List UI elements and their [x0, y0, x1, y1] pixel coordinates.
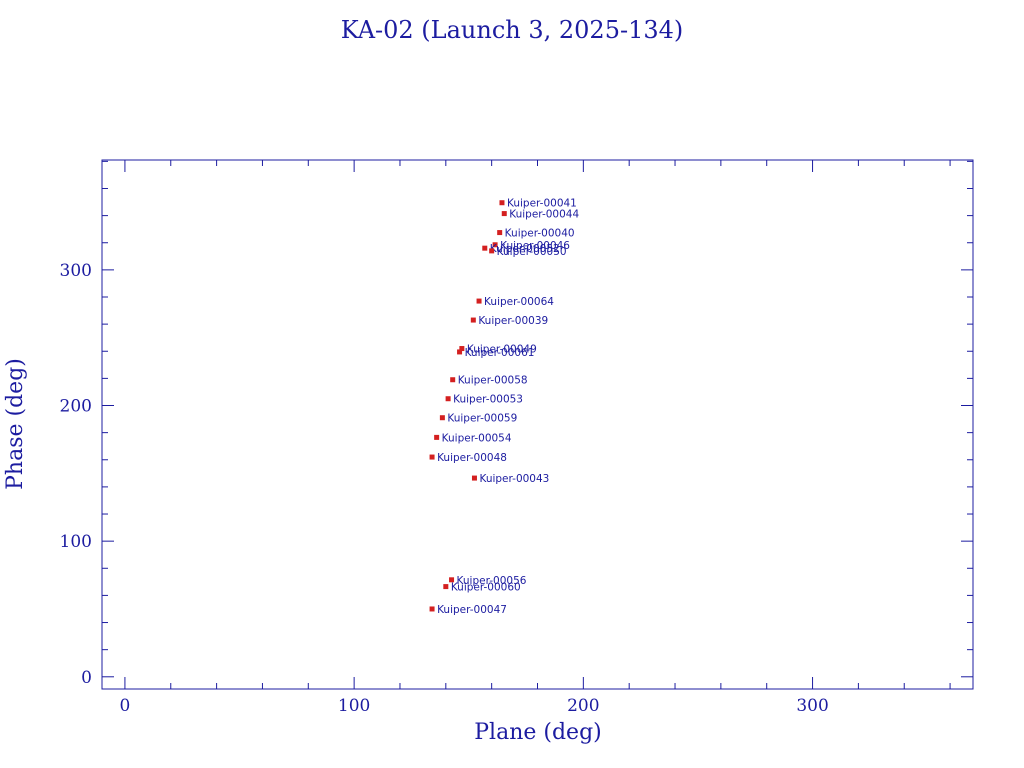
- x-tick-label: 100: [338, 696, 370, 716]
- point-marker: [449, 577, 455, 583]
- data-point: Kuiper-00061: [457, 347, 534, 359]
- point-label: Kuiper-00046: [500, 240, 570, 252]
- point-marker: [445, 396, 451, 402]
- data-point: Kuiper-00041: [499, 198, 577, 210]
- point-label: Kuiper-00059: [447, 413, 517, 425]
- point-label: Kuiper-00061: [465, 347, 535, 359]
- point-label: Kuiper-00048: [437, 452, 507, 464]
- data-point: Kuiper-00058: [450, 375, 528, 387]
- point-marker: [492, 242, 498, 248]
- data-point: Kuiper-00059: [439, 413, 517, 425]
- data-point: Kuiper-00049: [459, 344, 537, 356]
- data-point: Kuiper-00064: [476, 296, 554, 308]
- data-point: Kuiper-00056: [449, 575, 527, 587]
- y-tick-label: 100: [60, 532, 92, 552]
- point-marker: [457, 349, 463, 355]
- point-marker: [434, 434, 440, 440]
- data-point: Kuiper-00043: [471, 473, 549, 485]
- point-marker: [439, 415, 445, 421]
- data-point: Kuiper-00054: [434, 432, 512, 444]
- point-marker: [429, 454, 435, 460]
- point-marker: [450, 377, 456, 383]
- point-marker: [497, 230, 503, 236]
- point-label: Kuiper-00049: [467, 344, 537, 356]
- point-marker: [471, 475, 477, 481]
- data-point: Kuiper-00050: [489, 246, 567, 258]
- point-marker: [429, 606, 435, 612]
- point-label: Kuiper-00053: [453, 394, 523, 406]
- point-label: Kuiper-00041: [507, 198, 577, 210]
- data-point: Kuiper-00044: [501, 209, 579, 221]
- data-point: Kuiper-00047: [429, 604, 507, 616]
- y-tick-label: 0: [81, 668, 92, 688]
- tick-labels: 0 100 200 300 0 100 200 300: [60, 261, 829, 716]
- tick-marks: [102, 160, 973, 689]
- chart-title: KA-02 (Launch 3, 2025-134): [341, 16, 684, 44]
- x-tick-label: 0: [120, 696, 131, 716]
- data-point: Kuiper-00040: [497, 228, 575, 240]
- x-axis-label: Plane (deg): [474, 720, 602, 745]
- data-point: Kuiper-00046: [492, 240, 570, 252]
- point-label: Kuiper-00047: [437, 604, 507, 616]
- data-point: Kuiper-00060: [443, 582, 521, 594]
- point-marker: [443, 584, 449, 590]
- x-tick-label: 200: [567, 696, 599, 716]
- y-tick-label: 300: [60, 261, 92, 281]
- point-label: Kuiper-00043: [479, 473, 549, 485]
- point-label: Kuiper-00039: [478, 315, 548, 327]
- point-marker: [489, 248, 495, 254]
- point-marker: [482, 245, 488, 251]
- point-label: Kuiper-00058: [458, 375, 528, 387]
- y-tick-label: 200: [60, 397, 92, 417]
- point-label: Kuiper-00050: [497, 246, 567, 258]
- data-point: Kuiper-00053: [445, 394, 523, 406]
- data-points: Kuiper-00041Kuiper-00044Kuiper-00040Kuip…: [429, 198, 579, 616]
- y-axis-label: Phase (deg): [3, 358, 28, 490]
- point-label: Kuiper-00044: [509, 209, 579, 221]
- x-tick-label: 300: [796, 696, 828, 716]
- point-label: Kuiper-00052: [490, 243, 560, 255]
- point-label: Kuiper-00060: [451, 582, 521, 594]
- point-label: Kuiper-00054: [442, 432, 512, 444]
- point-marker: [499, 200, 505, 206]
- point-marker: [501, 211, 507, 217]
- point-label: Kuiper-00064: [484, 296, 554, 308]
- point-label: Kuiper-00040: [505, 228, 575, 240]
- data-point: Kuiper-00039: [470, 315, 548, 327]
- point-label: Kuiper-00056: [457, 575, 527, 587]
- data-point: Kuiper-00048: [429, 452, 507, 464]
- point-marker: [476, 298, 482, 304]
- point-marker: [459, 346, 465, 352]
- point-marker: [470, 317, 476, 323]
- data-point: Kuiper-00052: [482, 243, 560, 255]
